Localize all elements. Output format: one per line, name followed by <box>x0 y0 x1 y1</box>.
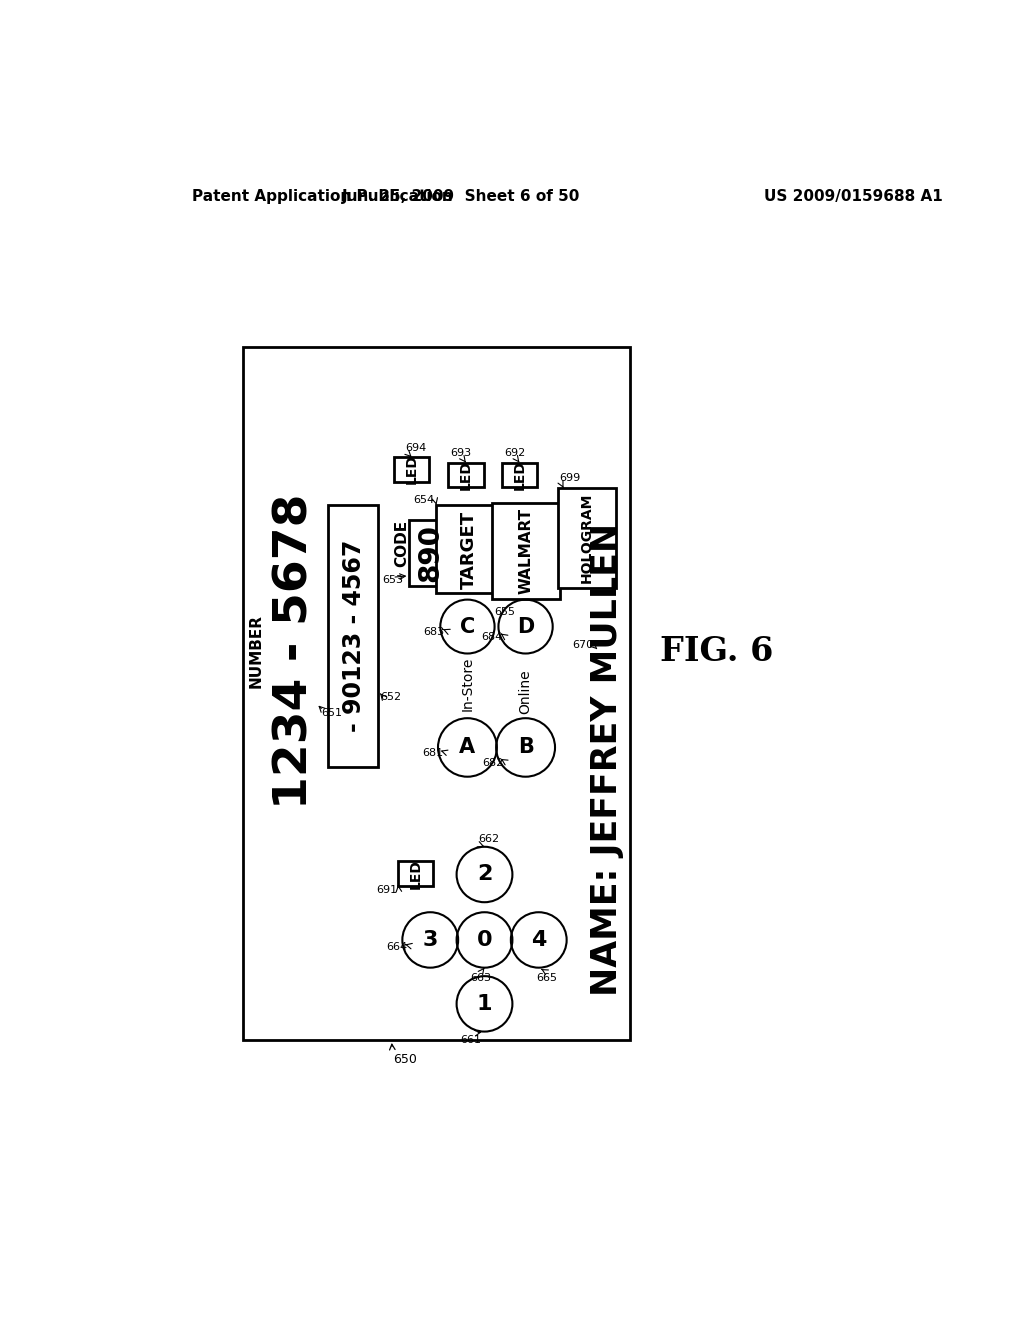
Text: 0: 0 <box>477 931 493 950</box>
Text: LED: LED <box>512 459 526 490</box>
Text: 664: 664 <box>386 942 407 952</box>
Text: 653: 653 <box>382 574 403 585</box>
Bar <box>493 503 560 599</box>
Text: 683: 683 <box>423 627 444 638</box>
Text: A: A <box>460 738 475 758</box>
Text: NUMBER: NUMBER <box>249 614 263 688</box>
Text: 661: 661 <box>460 1035 481 1045</box>
Text: 654: 654 <box>413 495 434 506</box>
Text: 655: 655 <box>495 607 515 618</box>
Text: 652: 652 <box>381 693 401 702</box>
Text: 682: 682 <box>482 758 503 768</box>
Text: - 90123 - 4567: - 90123 - 4567 <box>342 540 366 733</box>
Bar <box>502 462 538 487</box>
Text: WALMART: WALMART <box>519 508 534 594</box>
Text: 693: 693 <box>451 447 472 458</box>
Text: LED: LED <box>404 454 419 484</box>
Bar <box>449 462 483 487</box>
Text: C: C <box>460 616 475 636</box>
Text: 1234 - 5678: 1234 - 5678 <box>272 494 317 809</box>
Text: 670: 670 <box>571 640 593 649</box>
Text: 699: 699 <box>560 474 581 483</box>
Bar <box>436 506 503 594</box>
Text: US 2009/0159688 A1: US 2009/0159688 A1 <box>764 189 942 205</box>
Text: Online: Online <box>518 669 532 714</box>
Text: 662: 662 <box>478 834 500 843</box>
Text: 665: 665 <box>536 973 557 983</box>
Text: HOLOGRAM: HOLOGRAM <box>580 492 594 583</box>
Text: 651: 651 <box>322 708 343 718</box>
Text: NAME: JEFFREY MULLEN: NAME: JEFFREY MULLEN <box>590 523 624 995</box>
Text: 694: 694 <box>406 442 427 453</box>
Bar <box>410 520 452 586</box>
Text: 691: 691 <box>376 884 397 895</box>
Text: 663: 663 <box>470 973 492 983</box>
Text: 684: 684 <box>481 632 503 643</box>
Bar <box>243 347 630 1040</box>
Bar <box>558 488 616 589</box>
Text: 692: 692 <box>504 447 525 458</box>
Text: LED: LED <box>459 459 473 490</box>
Text: TARGET: TARGET <box>460 511 478 589</box>
Bar <box>397 862 433 886</box>
Text: 1: 1 <box>477 994 493 1014</box>
Text: 681: 681 <box>422 748 443 758</box>
Text: 3: 3 <box>423 931 438 950</box>
Text: FIG. 6: FIG. 6 <box>660 635 774 668</box>
Text: 4: 4 <box>531 931 547 950</box>
Text: In-Store: In-Store <box>461 656 474 710</box>
Bar <box>328 506 378 767</box>
Text: Patent Application Publication: Patent Application Publication <box>191 189 453 205</box>
Text: LED: LED <box>409 859 423 888</box>
Text: Jun. 25, 2009  Sheet 6 of 50: Jun. 25, 2009 Sheet 6 of 50 <box>342 189 581 205</box>
Text: 650: 650 <box>393 1053 417 1067</box>
Text: D: D <box>517 616 535 636</box>
Bar <box>394 457 429 482</box>
Text: 2: 2 <box>477 865 493 884</box>
Text: CODE: CODE <box>394 520 409 568</box>
Text: 890: 890 <box>416 524 444 582</box>
Text: B: B <box>518 738 534 758</box>
